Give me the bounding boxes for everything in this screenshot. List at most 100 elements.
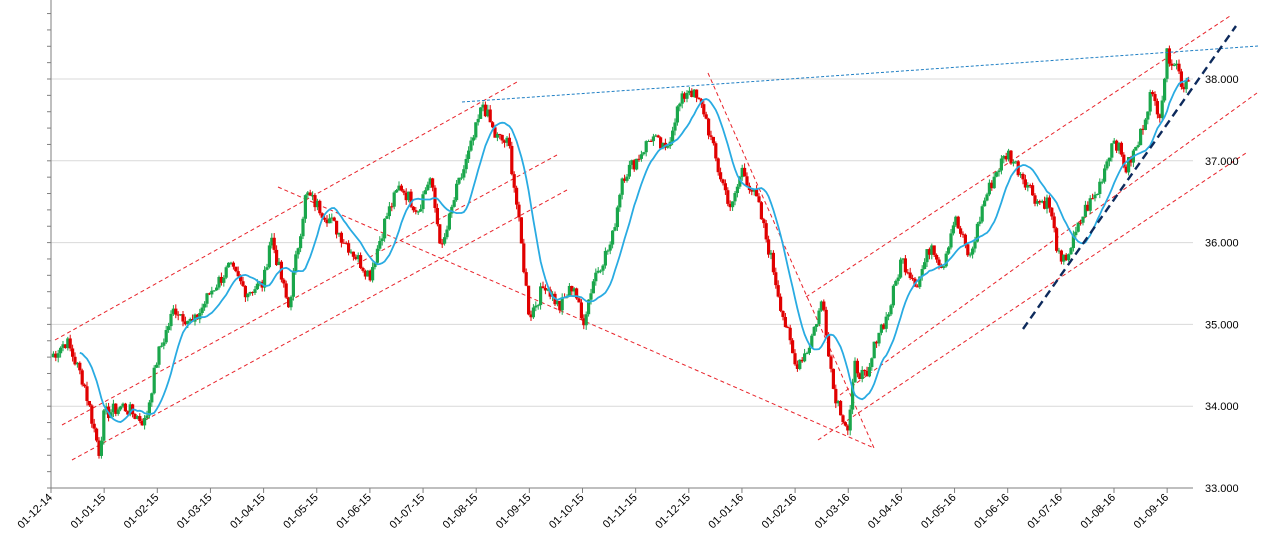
candle-body — [1062, 254, 1066, 262]
candle-body — [1122, 154, 1126, 167]
candle-body — [884, 316, 888, 329]
candle-body — [121, 403, 125, 407]
candle-body — [827, 335, 831, 357]
candle-body — [1172, 64, 1176, 66]
candle-body — [349, 251, 353, 253]
candle-body — [620, 178, 624, 195]
candle-body — [882, 324, 886, 329]
candle-body — [584, 314, 588, 326]
candle-body — [1083, 204, 1087, 217]
candle-body — [183, 321, 187, 325]
candle-body — [759, 202, 763, 220]
candle-body — [1007, 150, 1011, 160]
y-tick-label: 38.000 — [1205, 74, 1239, 86]
candle-body — [786, 327, 790, 329]
x-tick-label: 01-03-16 — [813, 492, 853, 532]
candle-body — [366, 270, 370, 277]
candle-body — [1158, 114, 1162, 119]
candle-body — [918, 276, 922, 287]
candle-body — [174, 308, 178, 315]
x-tick-label: 01-05-16 — [919, 492, 959, 532]
candle-body — [812, 326, 816, 336]
candle-body — [788, 327, 792, 341]
candle-body — [555, 300, 559, 305]
candle-body — [618, 194, 622, 208]
candle-body — [231, 262, 235, 267]
candle-body — [500, 134, 504, 141]
candle-body — [239, 276, 243, 282]
x-tick-label: 01-04-15 — [228, 492, 268, 532]
candle-body — [495, 133, 499, 138]
candle-body — [675, 106, 679, 123]
candle-body — [395, 190, 399, 193]
x-tick-label: 01-02-16 — [760, 492, 800, 532]
candle-body — [75, 362, 79, 365]
candle-body — [294, 254, 298, 272]
candle-body — [119, 406, 123, 410]
candle-body — [1033, 195, 1037, 204]
candle-body — [1047, 197, 1051, 208]
candle-body — [707, 118, 711, 136]
candle-body — [963, 234, 967, 245]
candle-body — [817, 310, 821, 325]
candle-body — [716, 158, 720, 173]
candle-body — [368, 270, 372, 281]
candle-body — [541, 286, 545, 288]
candle-body — [267, 245, 271, 268]
candle-body — [539, 286, 543, 306]
candle-body — [1011, 162, 1015, 164]
candles — [51, 45, 1191, 459]
candle-body — [1019, 173, 1023, 176]
candle-body — [702, 104, 706, 115]
candle-body — [858, 373, 862, 380]
x-tick-label: 01-03-15 — [175, 492, 215, 532]
candle-body — [995, 172, 999, 177]
candle-body — [459, 177, 463, 179]
candle-body — [164, 330, 168, 343]
candle-body — [301, 218, 305, 237]
candle-body — [575, 288, 579, 299]
candle-body — [1052, 216, 1056, 229]
candle-body — [1014, 161, 1018, 163]
candle-body — [95, 428, 99, 441]
candle-body — [937, 259, 941, 266]
candle-body — [128, 404, 132, 415]
candle-body — [73, 356, 77, 365]
candle-body — [764, 223, 768, 240]
candle-body — [78, 362, 82, 371]
candle-body — [567, 285, 571, 297]
candle-body — [831, 368, 835, 389]
candle-body — [1086, 204, 1090, 211]
candle-body — [627, 164, 631, 177]
candle-body — [54, 353, 58, 358]
candle-body — [207, 293, 211, 295]
candle-body — [147, 402, 151, 416]
candle-body — [469, 140, 473, 151]
candle-body — [80, 370, 84, 385]
candle-body — [342, 242, 346, 244]
candle-body — [1088, 198, 1092, 211]
channel-line — [54, 81, 518, 341]
candle-body — [750, 190, 754, 192]
candle-body — [714, 143, 718, 159]
channel-line — [277, 186, 875, 449]
candle-body — [464, 159, 468, 170]
candle-body — [320, 213, 324, 218]
candle-body — [762, 219, 766, 224]
candle-body — [431, 178, 435, 188]
candle-body — [234, 266, 238, 272]
x-tick-label: 01-01-16 — [706, 492, 746, 532]
candle-body — [985, 194, 989, 201]
candle-body — [906, 272, 910, 274]
candle-body — [536, 305, 540, 307]
candle-body — [1002, 155, 1006, 159]
candle-body — [296, 248, 300, 255]
y-tick-label: 34.000 — [1205, 401, 1239, 413]
gridlines — [51, 78, 1193, 407]
candle-body — [512, 174, 516, 188]
candle-body — [877, 332, 881, 344]
candle-body — [603, 250, 607, 266]
x-tick-label: 01-01-15 — [69, 492, 109, 532]
candle-body — [839, 400, 843, 416]
